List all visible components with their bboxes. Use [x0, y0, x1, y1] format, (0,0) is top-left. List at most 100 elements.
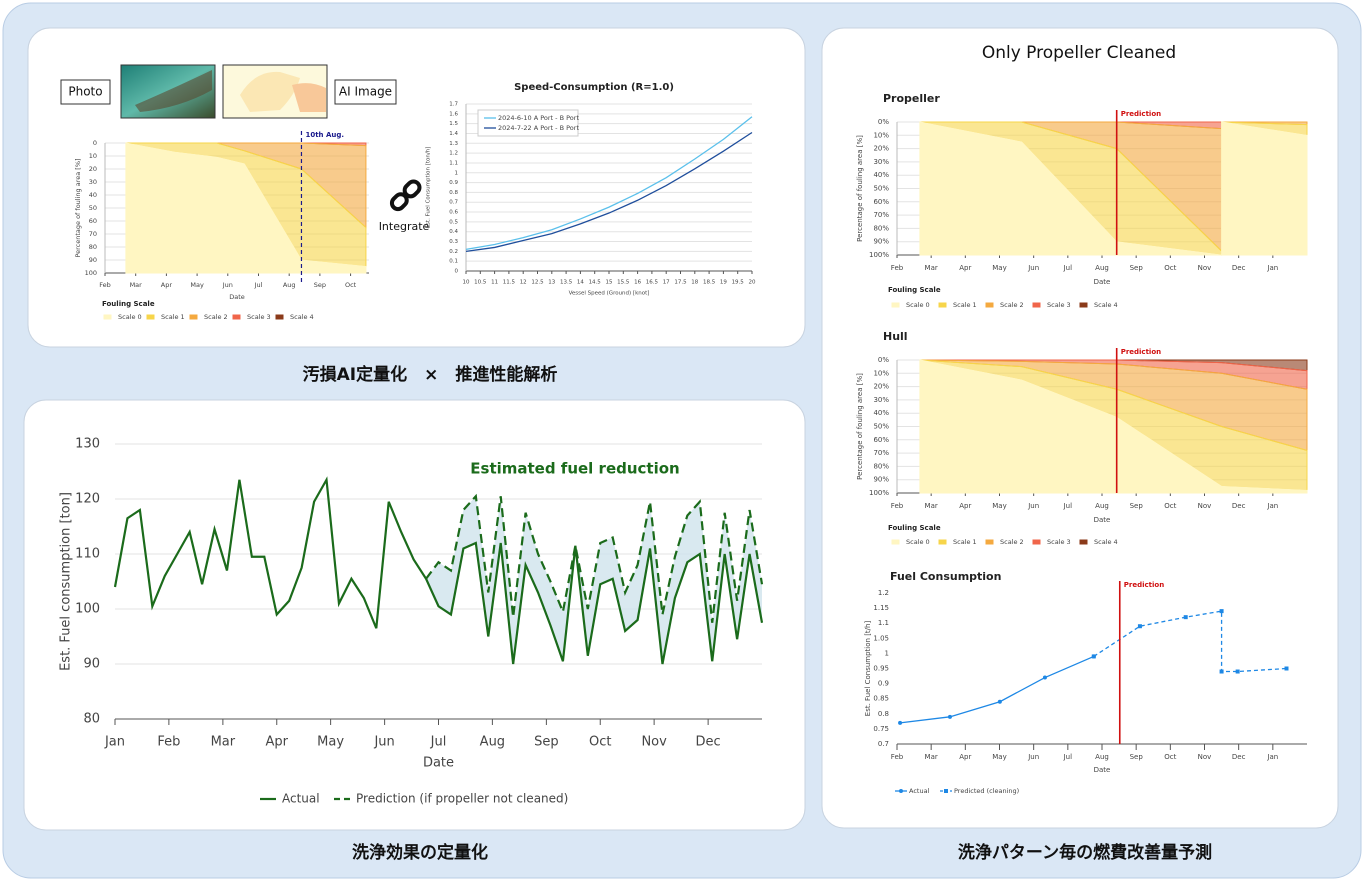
- x-tick-label: 13.5: [560, 280, 573, 286]
- y-tick-label: 10%: [873, 369, 889, 377]
- y-axis-label: Percentage of fouling area [%]: [856, 135, 864, 242]
- point: [1183, 615, 1188, 620]
- chart-title: Hull: [883, 330, 908, 343]
- y-tick-label: 90%: [873, 476, 889, 484]
- legend-swatch: [1079, 539, 1088, 545]
- y-tick-label: 80%: [873, 462, 889, 470]
- x-tick-label: Jul: [430, 735, 447, 750]
- y-tick-label: 1.2: [449, 151, 458, 157]
- y-tick-label: 0.7: [449, 200, 458, 206]
- y-tick-label: 0.3: [449, 239, 458, 245]
- y-tick-label: 1.1: [449, 160, 458, 166]
- legend-label: Predicted (cleaning): [954, 787, 1019, 795]
- x-tick-label: Mar: [925, 753, 938, 761]
- x-tick-label: Jan: [1266, 502, 1278, 510]
- y-tick-label: 40%: [873, 409, 889, 417]
- legend-label: Prediction (if propeller not cleaned): [356, 792, 568, 806]
- x-tick-label: Jan: [1266, 753, 1278, 761]
- x-tick-label: Jun: [1027, 502, 1039, 510]
- legend-swatch: [938, 539, 947, 545]
- x-tick-label: Jul: [254, 281, 263, 289]
- x-tick-label: Dec: [1232, 264, 1246, 272]
- legend-label: Actual: [282, 792, 320, 806]
- y-axis-label: Percentage of fouling area [%]: [74, 158, 82, 257]
- legend-swatch: [103, 314, 112, 320]
- caption: 汚損AI定量化 × 推進性能解析: [303, 364, 558, 385]
- legend-swatch: [1032, 539, 1041, 545]
- legend-label: Scale 0: [906, 538, 930, 546]
- legend-label: Actual: [909, 787, 930, 795]
- legend-swatch: [891, 539, 900, 545]
- legend-swatch: [985, 302, 994, 308]
- x-tick-label: 14.5: [589, 280, 602, 286]
- legend-label: Scale 3: [1047, 538, 1071, 546]
- y-tick-label: 0.7: [878, 740, 889, 748]
- x-tick-label: Sep: [1130, 264, 1144, 272]
- y-tick-label: 1.2: [878, 589, 889, 597]
- x-tick-label: 19.5: [732, 280, 745, 286]
- legend-title: Fouling Scale: [102, 300, 155, 308]
- caption: 洗浄パターン毎の燃費改善量予測: [958, 842, 1212, 863]
- x-tick-label: Jul: [1063, 264, 1073, 272]
- x-tick-label: Dec: [1232, 502, 1246, 510]
- legend-label: Scale 3: [247, 313, 271, 321]
- y-tick-label: 40: [89, 191, 97, 199]
- x-tick-label: Oct: [1164, 753, 1176, 761]
- legend-label: Scale 1: [953, 301, 977, 309]
- x-tick-label: Sep: [1130, 753, 1144, 761]
- x-tick-label: 18.5: [703, 280, 716, 286]
- y-tick-label: 100%: [869, 489, 889, 497]
- legend-label: Scale 2: [1000, 538, 1024, 546]
- prediction-label: Prediction: [1124, 581, 1164, 589]
- y-tick-label: 30: [89, 178, 97, 186]
- legend-label: Scale 2: [1000, 301, 1024, 309]
- x-axis-label: Date: [1094, 766, 1111, 774]
- y-tick-label: 0.9: [878, 680, 889, 688]
- point: [1219, 669, 1224, 674]
- x-tick-label: Aug: [283, 281, 296, 289]
- point: [947, 714, 952, 719]
- y-tick-label: 1: [885, 649, 889, 657]
- fouling-area: [125, 142, 367, 274]
- y-tick-label: 0: [455, 269, 459, 275]
- prediction-label: Prediction: [1121, 348, 1161, 356]
- x-tick-label: May: [190, 281, 204, 289]
- y-tick-label: 1.5: [449, 121, 458, 127]
- x-tick-label: 13: [548, 280, 555, 286]
- chart-title: Speed-Consumption (R=1.0): [514, 82, 674, 93]
- y-tick-label: 0.1: [449, 259, 458, 265]
- legend-swatch: [1032, 302, 1041, 308]
- y-tick-label: 1.3: [449, 141, 458, 147]
- legend-swatch: [938, 302, 947, 308]
- y-axis-label: Est. Fuel Consumption [ton/h]: [426, 147, 432, 229]
- x-tick-label: Mar: [130, 281, 143, 289]
- x-tick-label: Aug: [480, 735, 505, 750]
- y-tick-label: 100: [75, 602, 100, 617]
- panel-title: Only Propeller Cleaned: [982, 43, 1176, 63]
- y-tick-label: 1.4: [449, 131, 458, 137]
- y-tick-label: 1.15: [873, 604, 889, 612]
- y-tick-label: 0.2: [449, 249, 458, 255]
- fouling-area: [919, 359, 1308, 494]
- y-tick-label: 0.5: [449, 219, 458, 225]
- legend-swatch: [146, 314, 155, 320]
- y-tick-label: 90%: [873, 238, 889, 246]
- legend-swatch: [189, 314, 198, 320]
- legend-label: Scale 0: [906, 301, 930, 309]
- x-tick-label: Apr: [266, 735, 289, 750]
- x-tick-label: Nov: [1198, 264, 1212, 272]
- x-tick-label: Oct: [345, 281, 357, 289]
- legend-label: 2024-6-10 A Port - B Port: [498, 114, 579, 122]
- x-tick-label: May: [992, 753, 1006, 761]
- chart-title: Fuel Consumption: [890, 570, 1001, 583]
- x-tick-label: 11.5: [503, 280, 516, 286]
- x-tick-label: Nov: [1198, 502, 1212, 510]
- x-tick-label: 12.5: [531, 280, 544, 286]
- x-tick-label: 15: [606, 280, 613, 286]
- x-tick-label: 16: [634, 280, 641, 286]
- y-tick-label: 100: [85, 269, 97, 277]
- legend-swatch: [985, 539, 994, 545]
- x-tick-label: Oct: [589, 735, 611, 750]
- x-tick-label: May: [992, 264, 1006, 272]
- legend-title: Fouling Scale: [888, 286, 941, 294]
